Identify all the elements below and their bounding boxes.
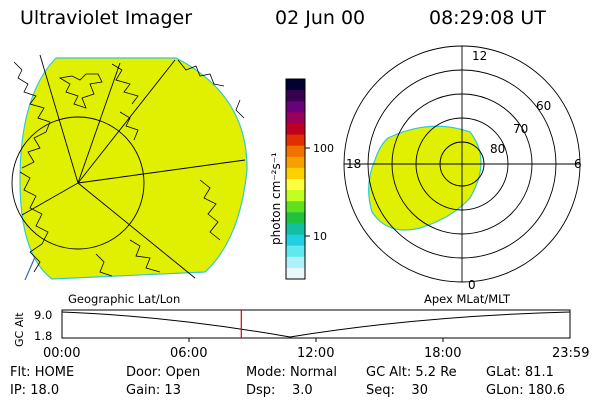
color-bar-gradient xyxy=(286,79,305,280)
geographic-grid-label: Geographic Lat/Lon xyxy=(68,292,180,306)
colorbar-segment xyxy=(286,190,305,202)
mlt-label-0: 0 xyxy=(468,278,476,292)
mlt-label-12: 12 xyxy=(472,49,487,63)
colorbar-tick-100: 100 xyxy=(313,142,334,155)
colorbar-segment xyxy=(286,223,305,236)
meridian-lines xyxy=(21,54,246,279)
app-title: Ultraviolet Imager xyxy=(20,7,193,29)
time-tick-1800: 18:00 xyxy=(424,346,462,361)
colorbar-segment xyxy=(286,212,305,225)
status-door: Door: Open xyxy=(126,365,201,380)
colorbar-segment xyxy=(286,156,305,169)
mlt-label-18: 18 xyxy=(346,157,361,171)
orbit-altitude-plot: Geographic Lat/Lon Apex MLat/MLT GC Alt … xyxy=(13,292,571,347)
color-scale-bar: 100 10 photon cm⁻²s⁻¹ xyxy=(269,78,334,280)
status-flt: Flt: HOME xyxy=(10,365,75,380)
colorbar-tick-10: 10 xyxy=(313,230,327,243)
terminator-line xyxy=(24,256,36,281)
lat-circle-geo xyxy=(11,116,145,250)
coastlines xyxy=(13,59,245,277)
colorbar-segment xyxy=(286,201,305,213)
status-seq: Seq: 30 xyxy=(366,383,428,398)
status-gc-alt: GC Alt: 5.2 Re xyxy=(366,365,457,380)
colorbar-unit-label: photon cm⁻²s⁻¹ xyxy=(269,152,283,245)
time-tick-1200: 12:00 xyxy=(297,346,335,361)
gc-alt-tick-high: 9.0 xyxy=(34,308,52,322)
colorbar-segment xyxy=(286,145,305,158)
colorbar-segment xyxy=(286,167,305,180)
gc-alt-tick-low: 1.8 xyxy=(34,329,52,343)
status-gain: Gain: 13 xyxy=(126,383,181,398)
altitude-curve xyxy=(61,311,571,338)
colorbar-segment xyxy=(286,234,305,247)
status-ip: IP: 18.0 xyxy=(10,383,60,398)
mlt-label-6: 6 xyxy=(574,157,582,171)
colorbar-segment xyxy=(286,112,305,125)
lat-label-70: 70 xyxy=(513,122,528,136)
gc-alt-axis-label: GC Alt xyxy=(13,312,26,347)
aurora-polar-region xyxy=(368,125,482,231)
lat-label-80: 80 xyxy=(490,142,505,156)
colorbar-segment xyxy=(286,101,305,113)
colorbar-segment xyxy=(286,245,305,258)
apex-grid-label: Apex MLat/MLT xyxy=(424,292,511,306)
time-tick-2359: 23:59 xyxy=(552,346,590,361)
image-date: 02 Jun 00 xyxy=(275,7,366,29)
colorbar-segment xyxy=(286,79,305,91)
time-tick-0000: 00:00 xyxy=(43,346,81,361)
colorbar-segment xyxy=(286,267,305,280)
polar-plot: 12 18 6 0 60 70 80 xyxy=(343,45,582,292)
colorbar-segment xyxy=(286,179,305,191)
colorbar-segment xyxy=(286,256,305,269)
orbit-frame xyxy=(61,309,571,339)
status-dsp: Dsp: 3.0 xyxy=(246,383,313,398)
colorbar-segment xyxy=(286,123,305,136)
lat-label-60: 60 xyxy=(536,99,551,113)
colorbar-segment xyxy=(286,90,305,102)
status-glon: GLon: 180.6 xyxy=(486,383,566,398)
geographic-map xyxy=(11,54,248,281)
aurora-geographic-region xyxy=(19,57,248,280)
image-time: 08:29:08 UT xyxy=(429,7,546,29)
status-mode: Mode: Normal xyxy=(246,365,337,380)
colorbar-segment xyxy=(286,134,305,147)
status-glat: GLat: 81.1 xyxy=(486,365,554,380)
time-tick-0600: 06:00 xyxy=(170,346,208,361)
